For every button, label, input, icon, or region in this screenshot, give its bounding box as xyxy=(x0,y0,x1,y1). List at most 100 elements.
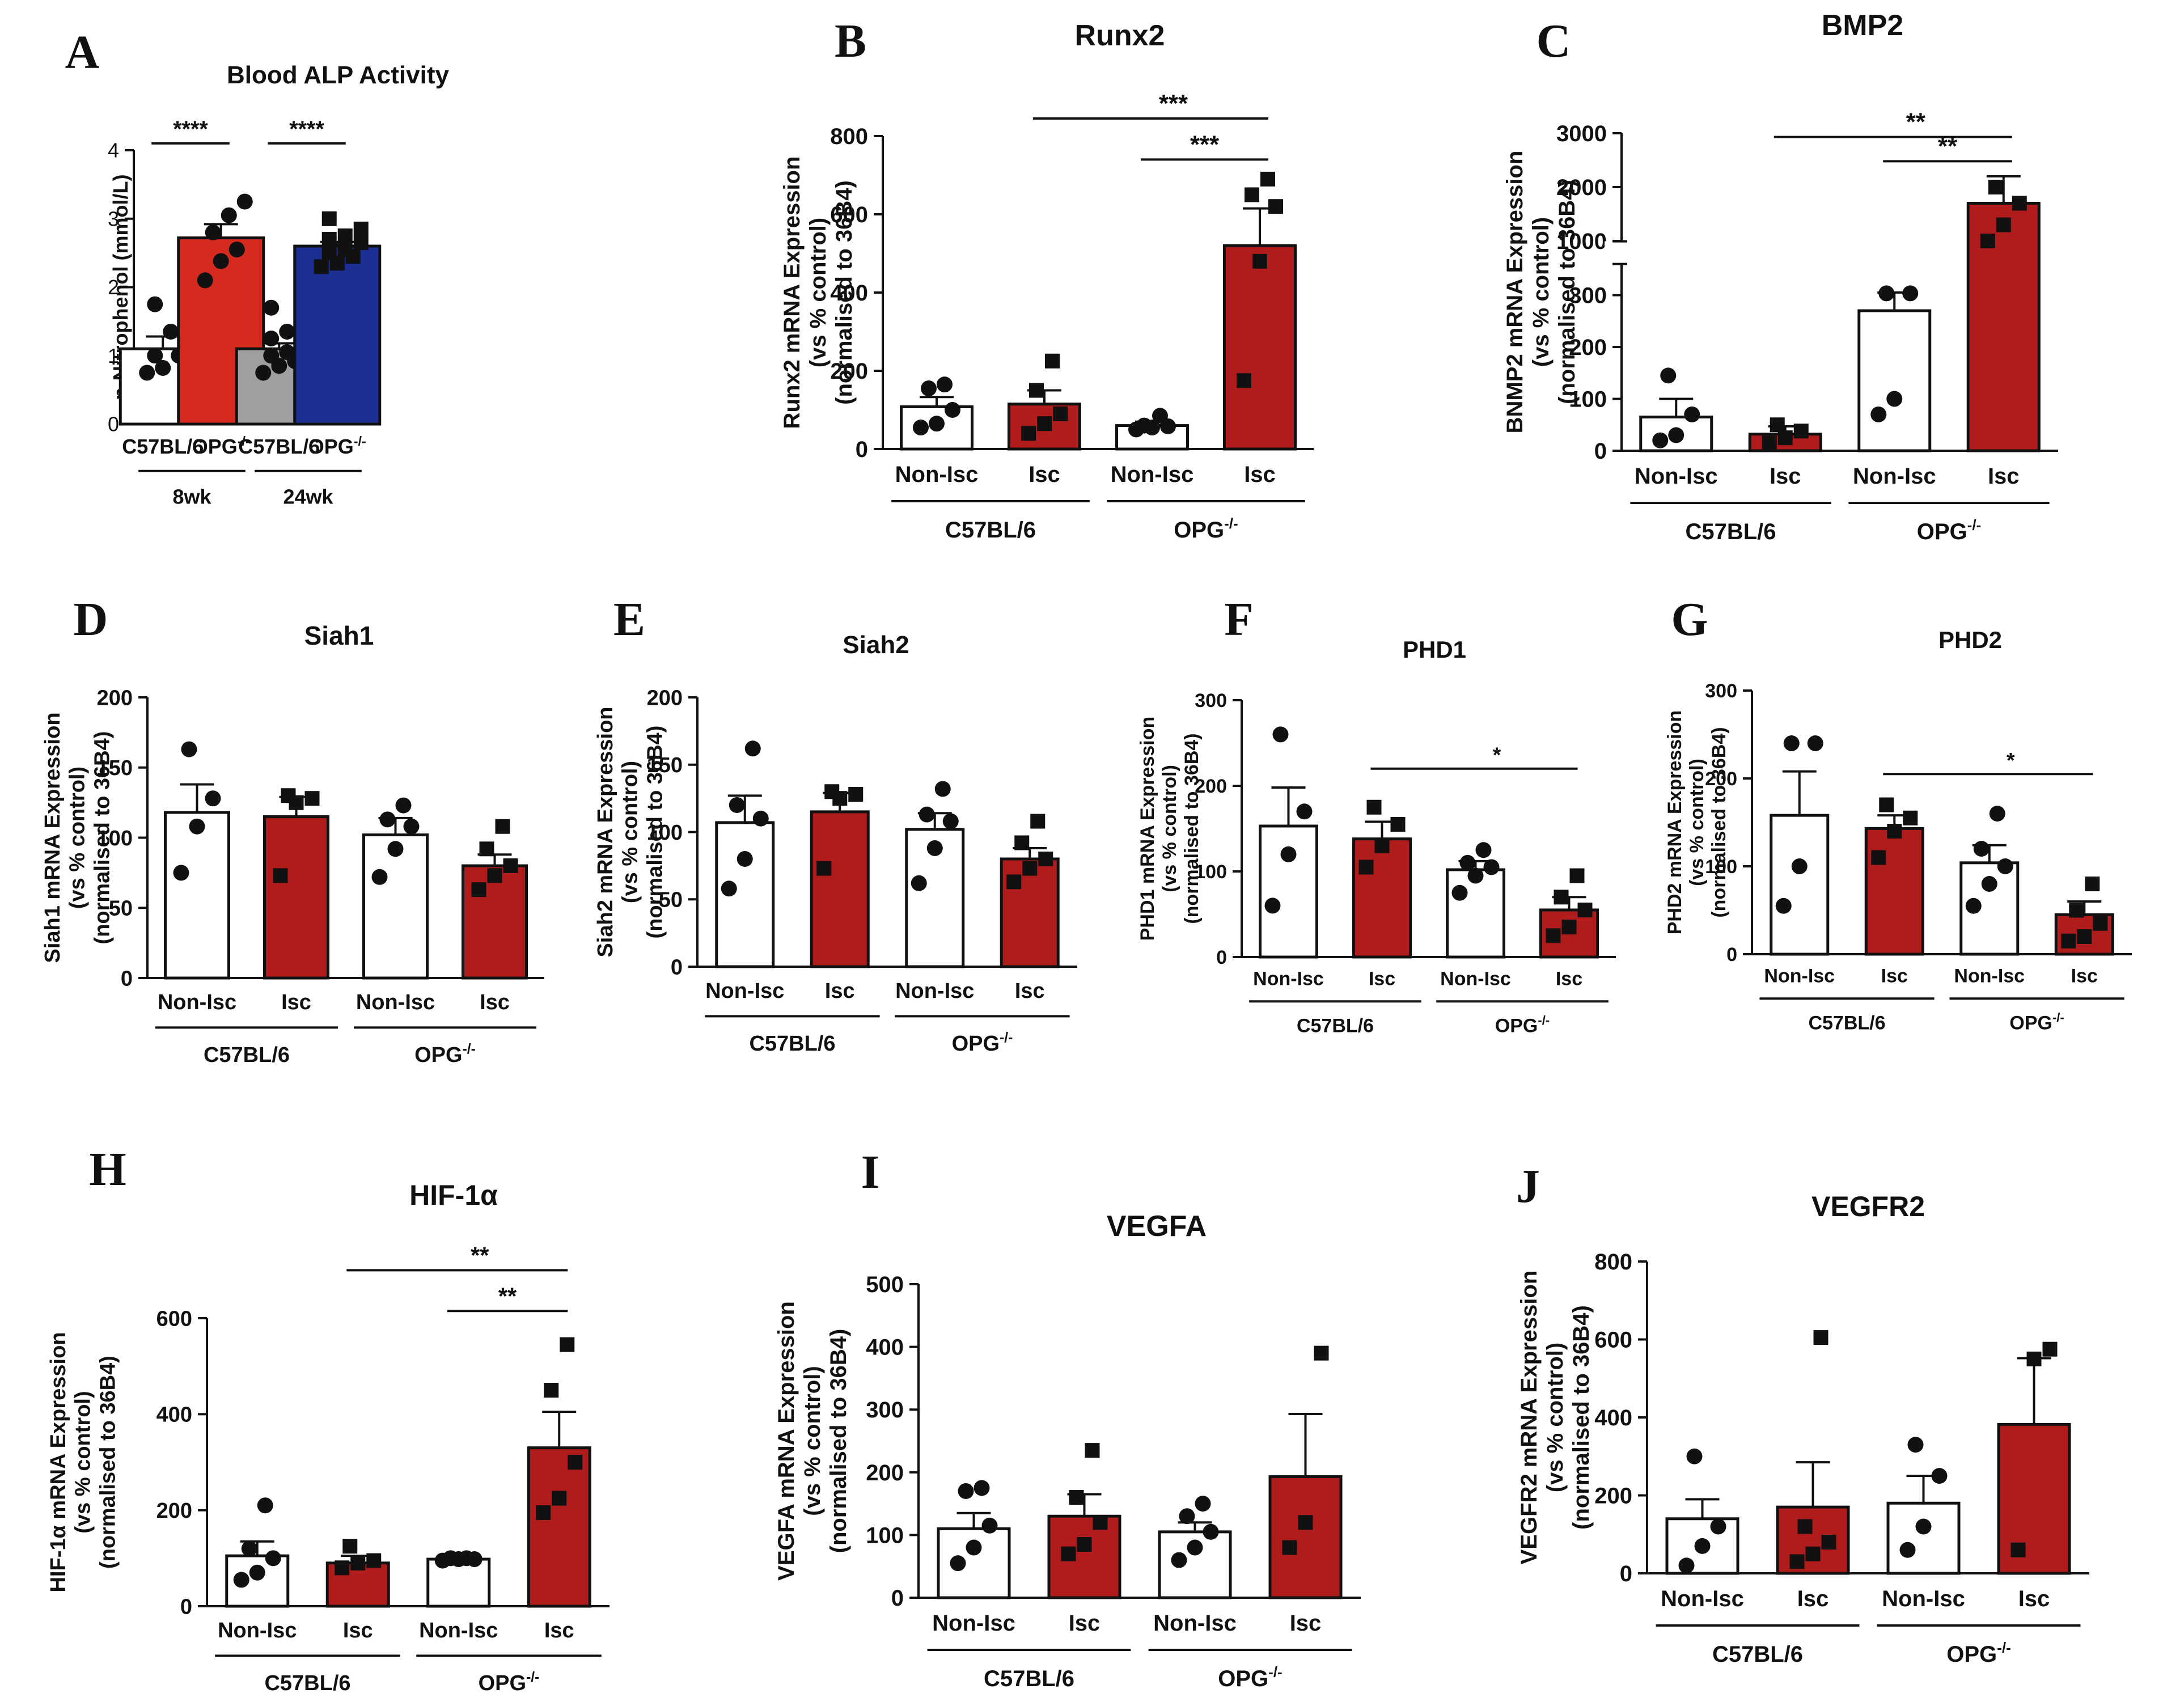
bar xyxy=(1857,309,1932,452)
y-tick-label: 0 xyxy=(671,955,683,979)
y-tick-label: 800 xyxy=(1594,1250,1632,1275)
data-point xyxy=(560,1337,575,1352)
data-point xyxy=(1195,1496,1211,1512)
bar-group-3 xyxy=(426,1550,491,1608)
x-tick-label: Isc xyxy=(480,990,510,1014)
data-point xyxy=(1298,1515,1313,1530)
x-tick-label-text: Non-Isc xyxy=(895,462,979,487)
group-label-text: OPG xyxy=(952,1032,1000,1056)
x-tick-label: Isc xyxy=(1290,1611,1322,1636)
group-label: C57BL/6 xyxy=(945,518,1036,543)
bar-group-1 xyxy=(1639,367,1713,452)
y-axis-label: (vs % control) xyxy=(806,218,831,367)
data-point xyxy=(379,811,396,828)
data-point xyxy=(981,1517,998,1534)
data-point xyxy=(241,1540,257,1557)
data-point xyxy=(1264,898,1281,914)
significance-label: ** xyxy=(498,1282,517,1309)
x-tick-label-text: Isc xyxy=(1069,1611,1101,1636)
x-tick-label-sup: -/- xyxy=(238,434,250,448)
x-tick-label: Non-Isc xyxy=(158,990,236,1014)
group-label-sup: -/- xyxy=(1268,1663,1283,1680)
data-point xyxy=(342,1539,358,1554)
y-axis-label: (vs % control) xyxy=(66,767,90,909)
x-tick-label-sup: -/- xyxy=(354,434,366,448)
data-point xyxy=(816,861,832,876)
significance-label: * xyxy=(2007,748,2015,772)
data-point xyxy=(213,253,229,269)
bar-group-3 xyxy=(1115,408,1189,451)
group-label-text: 8wk xyxy=(172,485,211,508)
x-tick-label-text: Isc xyxy=(281,990,311,1014)
bar-group-1 xyxy=(900,376,974,451)
x-tick-label: Non-Isc xyxy=(218,1619,297,1642)
data-point xyxy=(304,791,320,806)
y-axis-label: HIF-1α mRNA Expression xyxy=(46,1332,70,1592)
x-tick-label: Non-Isc xyxy=(419,1619,498,1642)
data-point xyxy=(1777,430,1793,446)
group-label-sup: -/- xyxy=(1538,1013,1550,1027)
y-axis-label: (normalised to 36B4) xyxy=(90,731,114,945)
data-point xyxy=(173,865,189,881)
y-axis-label: (vs % control) xyxy=(800,1366,825,1515)
x-tick-label-text: Non-Isc xyxy=(705,979,784,1003)
y-tick-label: 0 xyxy=(1620,1561,1632,1586)
group-label: OPG-/- xyxy=(1946,1639,2011,1667)
chart-title-j: VEGFR2 xyxy=(1811,1191,1925,1222)
group-label: OPG-/- xyxy=(1174,515,1238,543)
data-point xyxy=(1314,1345,1329,1361)
bar xyxy=(810,810,870,968)
group-label: C57BL/6 xyxy=(749,1032,835,1056)
y-tick-label: 2000 xyxy=(1556,175,1607,200)
data-point xyxy=(1038,852,1053,866)
y-tick-label: 150 xyxy=(97,756,133,780)
y-tick-label: 100 xyxy=(97,827,133,850)
bar-group-3 xyxy=(1446,842,1505,959)
data-point xyxy=(729,797,745,813)
data-point xyxy=(536,1505,551,1520)
y-tick-label: 0 xyxy=(1216,947,1227,968)
data-point xyxy=(945,402,960,418)
data-point xyxy=(189,818,205,835)
data-point xyxy=(744,740,761,757)
bar-group-2 xyxy=(810,784,870,968)
panel-label-f: F xyxy=(1224,593,1253,646)
data-point xyxy=(1296,803,1313,820)
data-point xyxy=(263,331,280,347)
data-point xyxy=(926,840,943,856)
chart-title-e: Siah2 xyxy=(843,631,909,659)
data-point xyxy=(1821,1535,1836,1550)
data-point xyxy=(1684,406,1700,422)
data-point xyxy=(911,875,927,891)
data-point xyxy=(1878,285,1895,302)
x-tick-label-text: Isc xyxy=(2071,965,2098,987)
x-tick-label-text: Isc xyxy=(343,1619,373,1642)
data-point xyxy=(1459,854,1476,871)
data-point xyxy=(1988,180,2003,194)
y-tick-label: 100 xyxy=(866,1523,904,1548)
data-point xyxy=(1791,858,1808,874)
y-axis-label: Siah1 mRNA Expression xyxy=(41,712,65,963)
data-point xyxy=(1282,1540,1297,1555)
data-point xyxy=(321,245,337,261)
group-label-sup: -/- xyxy=(1967,517,1982,534)
data-point xyxy=(1561,920,1577,935)
x-tick-label-text: Isc xyxy=(1881,965,1908,987)
group-label-sup: -/- xyxy=(1000,1030,1013,1045)
group-label: 24wk xyxy=(283,485,333,508)
x-tick-label: Isc xyxy=(1015,979,1045,1003)
data-point xyxy=(1980,234,1995,248)
data-point xyxy=(1789,1554,1805,1569)
y-tick-label: 300 xyxy=(1569,283,1607,308)
bar-group-1 xyxy=(225,1497,290,1608)
group-label: OPG-/- xyxy=(414,1042,476,1067)
data-point xyxy=(139,365,155,381)
data-point xyxy=(1775,898,1792,914)
y-tick-label: 300 xyxy=(1195,690,1227,712)
y-tick-label: 100 xyxy=(1569,387,1607,412)
y-tick-label: 1000 xyxy=(1556,229,1607,254)
y-tick-label: 200 xyxy=(1705,768,1737,790)
y-tick-label: 4 xyxy=(108,139,119,162)
data-point xyxy=(1252,253,1267,269)
